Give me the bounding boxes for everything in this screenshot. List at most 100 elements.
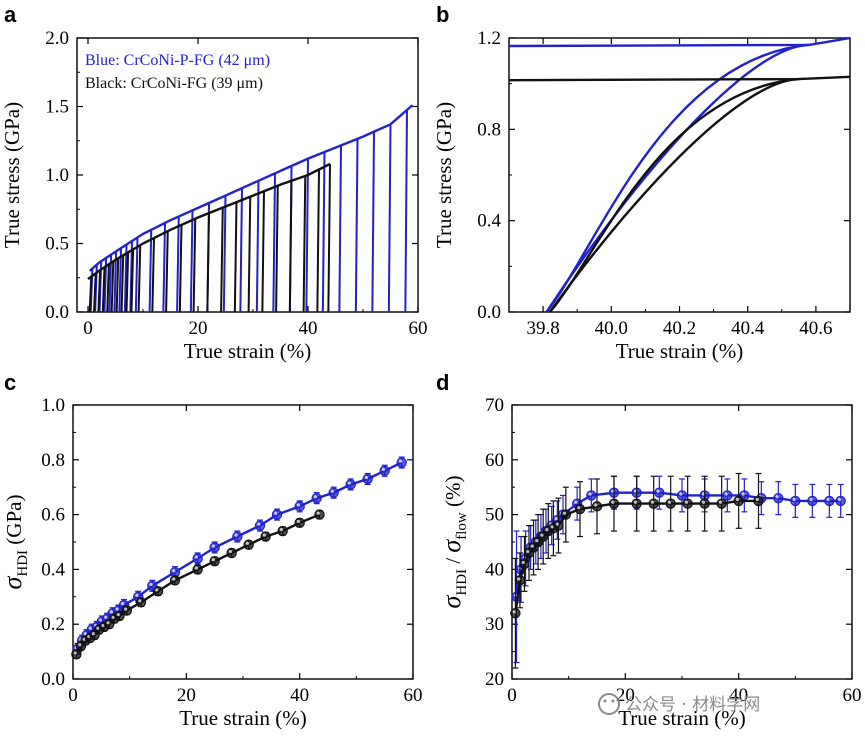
unload-reload-line xyxy=(233,202,238,312)
unload-reload-line xyxy=(148,229,153,312)
y-axis-title: σHDI (GPa) xyxy=(0,495,31,590)
x-axis-title: True strain (%) xyxy=(184,339,312,363)
x-tick-label: 40.0 xyxy=(595,318,628,339)
reloading-curve xyxy=(545,43,810,312)
data-point-highlight xyxy=(577,506,581,510)
data-point-highlight xyxy=(262,533,267,537)
data-point-highlight xyxy=(540,533,544,537)
unload-reload-line xyxy=(288,180,293,312)
y-tick-label: 70 xyxy=(485,395,504,416)
data-point-highlight xyxy=(228,549,233,554)
data-point-highlight xyxy=(530,544,534,548)
y-tick-label: 0.0 xyxy=(477,302,501,323)
data-point-highlight xyxy=(172,577,176,581)
x-tick-label: 40.6 xyxy=(799,318,832,339)
y-tick-label: 0.0 xyxy=(45,302,69,323)
data-point xyxy=(328,487,339,498)
x-tick-label: 0 xyxy=(68,685,78,706)
x-axis-title: True strain (%) xyxy=(618,706,746,730)
data-point xyxy=(362,473,373,485)
data-point-highlight xyxy=(101,623,105,628)
x-tick-label: 60 xyxy=(404,685,423,706)
unload-reload-line xyxy=(123,244,128,312)
y-axis-title: True stress (GPa) xyxy=(432,102,456,248)
x-tick-label: 20 xyxy=(189,318,208,339)
data-point-highlight xyxy=(96,626,100,630)
data-point xyxy=(243,539,254,550)
unload-reload-line xyxy=(371,131,375,312)
data-point-highlight xyxy=(245,541,250,545)
data-point-highlight xyxy=(115,607,119,611)
y-tick-label: 0.8 xyxy=(477,119,501,140)
data-point xyxy=(226,547,237,559)
plot-frame xyxy=(72,404,414,680)
x-tick-label: 40 xyxy=(299,318,318,339)
legend-entry-blue: Blue: CrCoNi-P-FG (42 μm) xyxy=(85,52,270,69)
data-point xyxy=(654,487,665,498)
data-point-highlight xyxy=(550,525,554,529)
series-line xyxy=(515,491,841,597)
data-point-highlight xyxy=(121,602,125,606)
data-point xyxy=(753,495,764,507)
legend: Blue: CrCoNi-P-FG (42 μm) Black: CrCoNi-F… xyxy=(85,52,270,92)
data-point-highlight xyxy=(88,626,93,630)
unload-reload-line xyxy=(125,252,130,312)
data-point xyxy=(631,498,642,509)
data-point xyxy=(514,575,526,586)
data-point xyxy=(396,457,407,468)
unload-reload-line xyxy=(162,222,166,312)
data-point-highlight xyxy=(211,558,216,562)
data-point-highlight xyxy=(296,503,301,507)
unload-reload-line xyxy=(387,124,392,312)
y-tick-label: 2.0 xyxy=(45,28,69,49)
y-tick-label: 30 xyxy=(485,614,504,635)
y-tick-label: 1.2 xyxy=(477,28,501,49)
unload-reload-line xyxy=(206,213,210,312)
unload-reload-line xyxy=(165,231,169,312)
unload-reload-line xyxy=(129,241,133,312)
data-point xyxy=(722,490,733,501)
data-point-highlight xyxy=(109,610,114,614)
data-point xyxy=(277,525,288,537)
data-point-highlight xyxy=(718,500,723,504)
watermark-text: 公众号 · 材料学网 xyxy=(625,695,760,715)
unloading-curve xyxy=(548,77,799,312)
x-tick-label: 39.8 xyxy=(526,318,559,339)
unload-reload-line xyxy=(316,169,320,312)
unload-reload-line xyxy=(354,138,359,312)
unload-reload-line xyxy=(106,264,110,312)
data-point-highlight xyxy=(650,500,655,504)
reloading-curve xyxy=(549,77,799,312)
watermark: 公众号 · 材料学网 xyxy=(598,693,760,715)
data-point xyxy=(260,531,271,542)
unload-reload-line xyxy=(302,175,307,312)
y-tick-label: 0.5 xyxy=(45,234,69,255)
unload-reload-line xyxy=(321,151,326,312)
x-tick-label: 40.4 xyxy=(731,318,765,339)
data-point-highlight xyxy=(106,621,110,625)
data-point xyxy=(192,553,203,564)
data-point-highlight xyxy=(364,475,369,480)
y-tick-label: 0.4 xyxy=(477,211,501,232)
data-point xyxy=(152,586,164,597)
y-tick-label: 0.2 xyxy=(41,614,65,635)
unload-reload-line xyxy=(338,145,342,312)
x-tick-label: 0 xyxy=(83,318,93,339)
data-point-highlight xyxy=(194,566,199,570)
panel-letter-a: a xyxy=(4,2,17,27)
data-point xyxy=(271,509,283,520)
data-point-highlight xyxy=(775,495,779,499)
unload-reload-line xyxy=(176,216,180,312)
unload-reload-line xyxy=(222,195,227,312)
data-point-highlight xyxy=(809,497,813,502)
wechat-logo-eye-icon xyxy=(611,699,615,703)
data-point xyxy=(209,555,220,567)
wechat-logo-icon xyxy=(598,693,620,715)
stress-strain-envelope xyxy=(87,162,331,281)
plateau-curve xyxy=(509,38,850,48)
y-tick-label: 1.0 xyxy=(41,395,65,416)
data-point xyxy=(345,479,356,490)
data-point-highlight xyxy=(684,500,689,504)
data-point-highlight xyxy=(398,459,403,463)
